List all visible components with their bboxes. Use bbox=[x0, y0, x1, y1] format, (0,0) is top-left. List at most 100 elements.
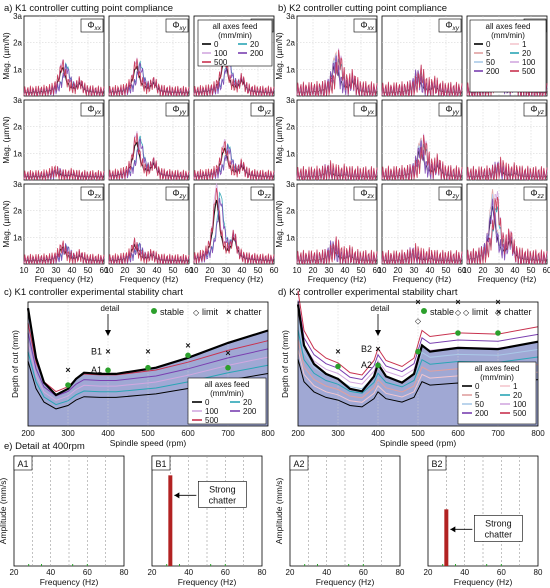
frf-subplot-phi-xx: Φxx 1a 2a 3a Mag. (µm/N) bbox=[1, 12, 105, 98]
y-tick-label: 3a bbox=[13, 96, 22, 105]
stable-marker bbox=[145, 364, 151, 371]
legend-entry: 20 bbox=[243, 398, 252, 407]
x-axis-label: Frequency (Hz) bbox=[454, 577, 513, 587]
legend-title: (mm/min) bbox=[491, 31, 525, 40]
legend-entry: 20 bbox=[250, 40, 259, 49]
chatter-marker: × bbox=[145, 347, 150, 357]
x-tick-label: 30 bbox=[137, 266, 146, 275]
x-tick-label: 200 bbox=[21, 429, 35, 438]
phi-subscript: zx bbox=[94, 193, 102, 200]
panel-e-title: e) Detail at 400rpm bbox=[4, 441, 85, 452]
y-axis-label: Amplitude (mm/s) bbox=[0, 478, 8, 545]
x-tick-label: 40 bbox=[184, 568, 193, 577]
stable-marker bbox=[105, 367, 111, 374]
x-tick-label: 40 bbox=[153, 266, 162, 275]
annotation-box bbox=[198, 481, 247, 508]
x-tick-label: 60 bbox=[458, 266, 467, 275]
y-axis-label: Mag. (µm/N) bbox=[1, 116, 11, 164]
x-tick-label: 500 bbox=[411, 429, 425, 438]
subplot-label-box bbox=[523, 186, 547, 201]
y-axis-label: Depth of cut (mm) bbox=[280, 330, 290, 398]
frf-series-line bbox=[296, 236, 378, 265]
x-tick-label: 200 bbox=[291, 429, 305, 438]
chatter-marker: × bbox=[415, 297, 420, 307]
subplot-label-box bbox=[80, 18, 104, 33]
frf-series-line bbox=[466, 196, 548, 265]
subplot-label-box bbox=[250, 186, 274, 201]
y-axis-label: Mag. (µm/N) bbox=[1, 32, 11, 80]
x-tick-label: 20 bbox=[206, 266, 215, 275]
subplot-label: Φzy bbox=[445, 188, 459, 200]
y-tick-label: 1a bbox=[13, 65, 22, 74]
subplot-label: Φzx bbox=[360, 188, 374, 200]
x-axis-label: Frequency (Hz) bbox=[393, 274, 452, 284]
x-tick-label: 50 bbox=[357, 266, 366, 275]
phi-subscript: yy bbox=[452, 109, 460, 116]
spectrum-peak bbox=[168, 475, 173, 566]
legend-entry: 100 bbox=[513, 400, 527, 409]
panel-d-title: d) K2 controller experimental stability … bbox=[278, 287, 458, 298]
legend-title: (mm/min) bbox=[218, 31, 252, 40]
frf-subplot-phi-xy: Φxy bbox=[108, 15, 190, 97]
figure-root: a) K1 controller cutting point complianc… bbox=[0, 3, 550, 587]
x-tick-label: 10 bbox=[105, 266, 114, 275]
x-tick-label: 60 bbox=[83, 568, 92, 577]
x-tick-label: 20 bbox=[10, 568, 19, 577]
x-tick-label: 600 bbox=[451, 429, 465, 438]
x-tick-label: 300 bbox=[61, 429, 75, 438]
x-tick-label: 50 bbox=[169, 266, 178, 275]
frf-series-line bbox=[23, 240, 105, 265]
phi-symbol: Φ bbox=[360, 20, 367, 30]
x-tick-label: 60 bbox=[100, 266, 109, 275]
frf-subplot-phi-zx: Φzx 10 20 30 40 50 60 1a 2a 3a Mag. (µm/N) bbox=[1, 180, 109, 275]
frf-subplot-phi-xx: Φxx 1a 2a 3a Mag. (µm/N) bbox=[274, 12, 378, 98]
frf-subplot-phi-yx: Φyx 1a 2a 3a Mag. (µm/N) bbox=[274, 96, 378, 182]
x-axis-label: Frequency (Hz) bbox=[120, 274, 179, 284]
feed-stability-line bbox=[297, 300, 539, 381]
x-tick-label: 500 bbox=[141, 429, 155, 438]
legend-entry: 500 bbox=[205, 416, 219, 425]
x-tick-label: 50 bbox=[254, 266, 263, 275]
x-tick-label: 60 bbox=[543, 266, 550, 275]
subplot-label-box bbox=[165, 102, 189, 117]
phi-symbol: Φ bbox=[87, 104, 94, 114]
phi-subscript: xy bbox=[179, 25, 187, 32]
x-tick-label: 80 bbox=[120, 568, 129, 577]
x-tick-label: 40 bbox=[68, 266, 77, 275]
legend-entry: 200 bbox=[486, 67, 500, 76]
chatter-marker: × bbox=[65, 365, 70, 375]
x-tick-label: 30 bbox=[52, 266, 61, 275]
phi-subscript: zx bbox=[367, 193, 375, 200]
x-axis-label: Spindle speed (rpm) bbox=[110, 438, 187, 448]
frf-series-line bbox=[108, 237, 190, 266]
y-axis-label: Mag. (µm/N) bbox=[1, 200, 11, 248]
y-axis-label: Mag. (µm/N) bbox=[274, 200, 284, 248]
stable-marker bbox=[375, 362, 381, 369]
frf-subplot-phi-zy: Φzy 10 20 30 40 50 60 bbox=[105, 183, 194, 275]
frf-subplot-phi-zz: Φzz 10 20 30 40 50 60 bbox=[190, 182, 279, 275]
y-tick-label: 3a bbox=[286, 180, 295, 189]
feed-stability-line bbox=[297, 329, 539, 394]
frf-subplot-phi-yx: Φyx 1a 2a 3a Mag. (µm/N) bbox=[1, 96, 105, 182]
subplot-label: Φxy bbox=[445, 20, 459, 32]
legend-entry: 20 bbox=[522, 49, 531, 58]
x-tick-label: 80 bbox=[534, 568, 543, 577]
phi-subscript: zy bbox=[452, 193, 460, 200]
plot-frame bbox=[289, 455, 401, 567]
subplot-label: A2 bbox=[293, 459, 304, 469]
subplot-label: Φxx bbox=[360, 20, 374, 32]
stable-marker bbox=[495, 330, 501, 336]
frf-subplot-phi-zz: Φzz 10 20 30 40 50 60 bbox=[463, 183, 550, 275]
limit-legend-marker: ◇ bbox=[463, 308, 470, 317]
x-tick-label: 30 bbox=[325, 266, 334, 275]
y-tick-label: 2a bbox=[13, 39, 22, 48]
legend-title: all axes feed bbox=[486, 22, 531, 31]
subplot-label-box bbox=[438, 186, 462, 201]
stable-marker bbox=[455, 330, 461, 336]
subplot-label-box bbox=[438, 102, 462, 117]
legend-title: all axes feed bbox=[475, 364, 520, 373]
legend-entry: 50 bbox=[475, 400, 484, 409]
x-tick-label: 40 bbox=[511, 266, 520, 275]
